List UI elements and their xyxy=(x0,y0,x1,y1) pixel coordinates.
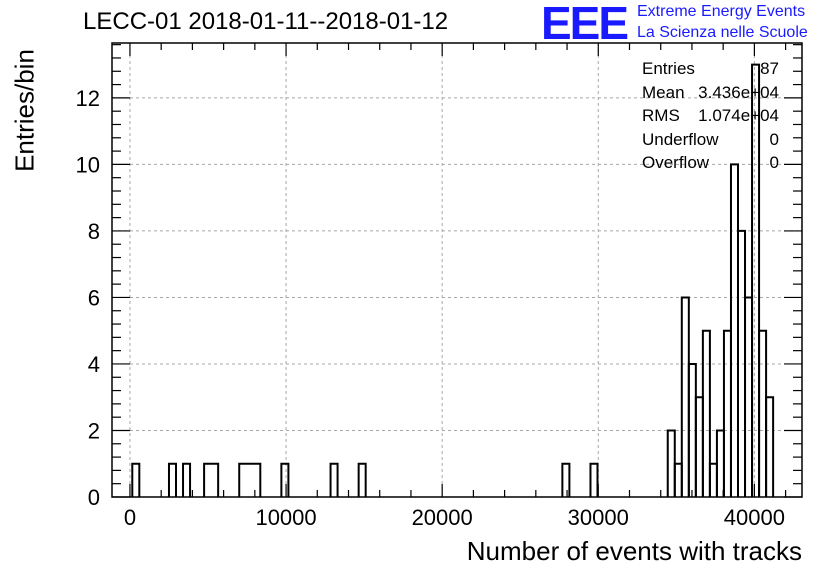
stat-label: Entries xyxy=(642,59,695,78)
histogram-bar xyxy=(666,429,676,497)
ticks xyxy=(112,43,802,498)
chart-title: LECC-01 2018-01-11--2018-01-12 xyxy=(83,8,449,35)
histogram-bar xyxy=(744,296,754,497)
stat-value: 0 xyxy=(769,129,779,149)
stat-row-mean: Mean 3.436e+04 xyxy=(641,83,779,107)
stat-value: 3.436e+04 xyxy=(698,82,779,102)
axes xyxy=(111,42,803,498)
histogram-bars xyxy=(131,63,775,497)
y-tick-label: 0 xyxy=(88,485,100,510)
stat-label: Underflow xyxy=(642,129,719,149)
histogram-bar xyxy=(357,462,367,497)
stat-row-underflow: Underflow 0 xyxy=(641,130,779,154)
grid xyxy=(112,43,802,497)
eee-logo: EEE xyxy=(541,0,629,49)
stat-row-entries: Entries 87 xyxy=(641,59,779,83)
x-axis-label: Number of events with tracks xyxy=(466,536,802,566)
histogram-bar xyxy=(329,462,339,497)
stat-value: 0 xyxy=(769,153,779,172)
stat-label: RMS xyxy=(642,106,680,125)
stats-box: Entries 87 Mean 3.436e+04 RMS 1.074e+04 … xyxy=(641,59,779,177)
stat-label: Overflow xyxy=(642,153,710,172)
y-tick-label: 12 xyxy=(76,86,100,111)
histogram-bar xyxy=(751,63,761,497)
histogram-bar xyxy=(729,163,739,497)
logo-subtitle-line1: Extreme Energy Events xyxy=(637,3,806,20)
histogram-bar xyxy=(182,462,192,497)
histogram-bar xyxy=(765,396,775,497)
histogram-bar xyxy=(561,462,571,497)
x-tick-label: 20000 xyxy=(412,505,473,530)
histogram-bar xyxy=(722,329,732,497)
histogram-bar xyxy=(589,462,599,497)
logo-subtitle-line2: La Scienza nelle Scuole xyxy=(637,24,808,41)
tick-labels: 0 10000 20000 30000 40000 0 2 4 6 8 10 12 xyxy=(76,86,785,530)
x-tick-label: 40000 xyxy=(724,505,785,530)
histogram-bar xyxy=(203,462,220,497)
y-tick-label: 6 xyxy=(88,285,100,310)
stat-row-overflow: Overflow 0 xyxy=(641,153,779,177)
y-tick-label: 2 xyxy=(88,418,100,443)
histogram-bar xyxy=(280,462,290,497)
stat-row-rms: RMS 1.074e+04 xyxy=(641,106,779,130)
histogram-bar xyxy=(673,462,683,497)
plot-frame xyxy=(111,42,803,498)
stat-value: 1.074e+04 xyxy=(698,106,779,125)
x-tick-label: 30000 xyxy=(568,505,629,530)
histogram-bar xyxy=(238,462,262,497)
histogram-bar xyxy=(715,429,725,497)
y-tick-label: 4 xyxy=(88,352,100,377)
x-tick-label: 0 xyxy=(124,505,136,530)
histogram-bar xyxy=(701,329,711,497)
histogram-bar xyxy=(694,396,704,497)
stat-label: Mean xyxy=(642,82,685,102)
y-axis-label: Entries/bin xyxy=(9,49,40,172)
stat-value: 87 xyxy=(760,59,779,78)
y-tick-label: 8 xyxy=(88,219,100,244)
histogram-bar xyxy=(708,462,718,497)
histogram-bar xyxy=(680,296,690,497)
y-tick-label: 10 xyxy=(76,152,100,177)
histogram-bar xyxy=(131,462,141,497)
histogram-bar xyxy=(167,462,178,497)
histogram-bar xyxy=(758,329,768,497)
x-tick-label: 10000 xyxy=(255,505,316,530)
